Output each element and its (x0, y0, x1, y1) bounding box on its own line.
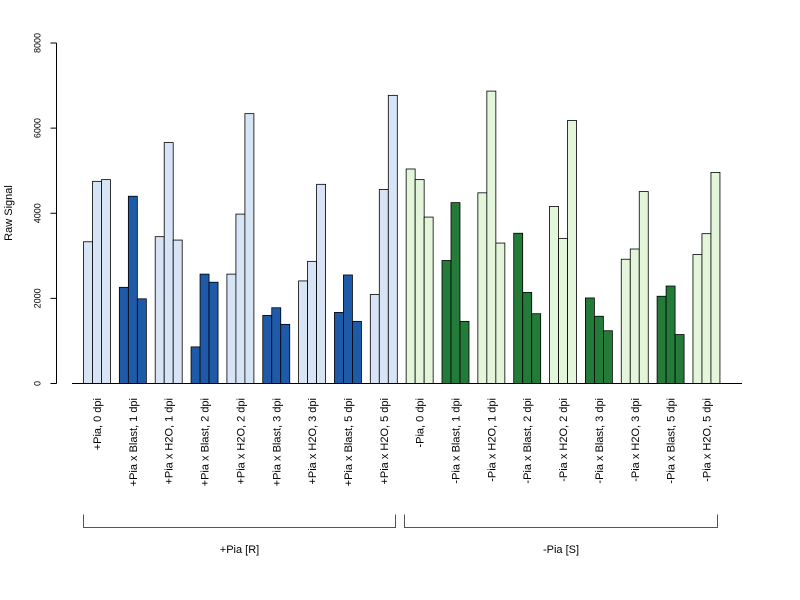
bar (127, 195, 138, 384)
category-label: +Pia x Blast, 2 dpi (200, 398, 212, 486)
y-tick-label: 6000 (33, 118, 43, 138)
bar (271, 307, 282, 384)
bar (378, 189, 389, 384)
bar (298, 280, 309, 384)
bar (459, 320, 470, 384)
bar (603, 330, 613, 384)
bar (665, 285, 676, 384)
bar (594, 315, 604, 384)
bar (172, 239, 183, 384)
category-label: -Pia x Blast, 2 dpi (522, 398, 534, 484)
bar (513, 232, 524, 384)
bar (656, 295, 667, 384)
bar (692, 254, 703, 384)
category-label: +Pia x H2O, 2 dpi (235, 398, 247, 485)
group-label: -Pia [S] (543, 544, 579, 556)
bar (352, 320, 362, 384)
bar (441, 260, 452, 384)
category-label: -Pia x Blast, 5 dpi (666, 398, 678, 484)
category-label: -Pia x H2O, 3 dpi (630, 398, 642, 482)
group-bracket (404, 514, 718, 528)
category-label: -Pia x H2O, 2 dpi (558, 398, 570, 482)
bar (83, 241, 93, 384)
category-label: +Pia x H2O, 5 dpi (379, 398, 391, 485)
bar (208, 281, 219, 384)
category-label: +Pia x H2O, 1 dpi (164, 398, 176, 485)
group-label: +Pia [R] (220, 544, 259, 556)
bar (629, 248, 640, 384)
y-axis: 0 2000 4000 6000 8000 (33, 33, 57, 386)
group-bracket (83, 514, 396, 528)
bar (199, 273, 210, 384)
category-label: -Pia, 0 dpi (415, 398, 427, 448)
bar (423, 216, 434, 384)
bar (101, 179, 111, 384)
bar (244, 113, 255, 384)
category-label: +Pia, 0 dpi (92, 398, 104, 450)
bar (531, 313, 542, 384)
bar (495, 242, 506, 384)
bar (92, 180, 102, 384)
category-label: +Pia x Blast, 1 dpi (128, 398, 140, 486)
bar (477, 192, 488, 384)
bar (343, 274, 353, 384)
bar (118, 286, 129, 384)
bar (280, 323, 291, 384)
category-labels: +Pia, 0 dpi +Pia x Blast, 1 dpi +Pia x H2O… (92, 398, 713, 486)
category-label: -Pia x Blast, 1 dpi (451, 398, 463, 484)
category-label: +Pia x Blast, 3 dpi (271, 398, 283, 486)
bar (414, 179, 425, 384)
y-tick-label: 2000 (33, 288, 43, 308)
bar (558, 237, 568, 384)
y-tick-label: 4000 (33, 203, 43, 223)
category-label: -Pia x H2O, 1 dpi (486, 398, 498, 482)
bar (190, 346, 201, 384)
bar (701, 233, 712, 384)
bar (567, 120, 577, 384)
bar (334, 312, 344, 384)
bar (405, 168, 416, 384)
bar (585, 297, 595, 384)
bar (136, 298, 147, 384)
bar (674, 334, 685, 384)
y-tick-label: 8000 (33, 33, 43, 53)
group-brackets: +Pia [R] -Pia [S] (83, 514, 718, 556)
bars (83, 90, 721, 384)
category-label: -Pia x Blast, 3 dpi (594, 398, 606, 484)
bar (638, 191, 649, 384)
bar (522, 292, 533, 384)
bar (450, 202, 461, 384)
bar (262, 314, 273, 384)
y-tick-label: 0 (33, 381, 43, 386)
bar (163, 142, 174, 384)
bar (369, 294, 380, 384)
category-label: +Pia x H2O, 3 dpi (307, 398, 319, 485)
bar (235, 213, 246, 384)
bar (226, 273, 237, 384)
bar (549, 206, 559, 384)
y-axis-title: Raw Signal (3, 185, 15, 241)
bar (387, 94, 398, 384)
category-label: -Pia x H2O, 5 dpi (701, 398, 713, 482)
bar (486, 90, 497, 384)
bar (154, 236, 165, 384)
bar (307, 260, 318, 384)
category-label: +Pia x Blast, 5 dpi (343, 398, 355, 486)
bar (710, 171, 721, 384)
bar (316, 183, 327, 384)
bar (620, 258, 631, 384)
